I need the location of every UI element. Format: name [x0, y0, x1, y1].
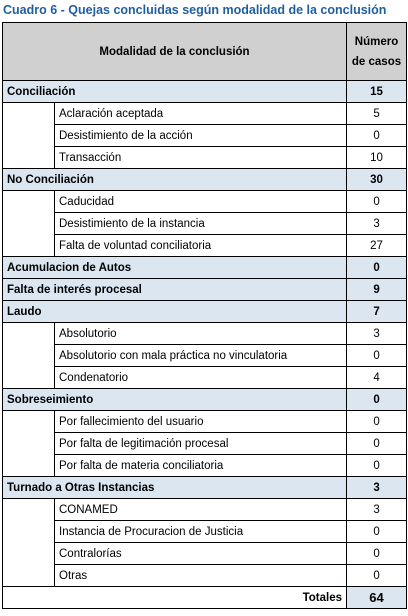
item-value: 0: [346, 124, 408, 147]
item-label: Caducidad: [53, 190, 348, 213]
indent-cell: [2, 520, 55, 543]
item-value: 0: [346, 520, 408, 543]
group-label: Acumulacion de Autos: [1, 256, 348, 279]
item-value: 0: [346, 542, 408, 565]
indent-cell: [2, 344, 55, 367]
total-row: Totales 64: [1, 586, 408, 609]
table-body: Conciliación 15 Aclaración aceptada 5 Desist…: [1, 80, 408, 609]
header-numero: Número de casos: [346, 22, 408, 81]
item-label: CONAMED: [53, 498, 348, 521]
table-row: Condenatorio 4: [2, 366, 408, 389]
group-value: 9: [346, 278, 408, 301]
indent-cell: [2, 498, 55, 521]
table-row: CONAMED 3: [2, 498, 408, 521]
table-row: Falta de voluntad conciliatoria 27: [2, 234, 408, 257]
indent-cell: [2, 234, 55, 257]
item-label: Desistimiento de la instancia: [53, 212, 348, 235]
item-value: 0: [346, 564, 408, 587]
group-row: Acumulacion de Autos 0: [1, 256, 408, 279]
item-value: 27: [346, 234, 408, 257]
group-value: 7: [346, 300, 408, 323]
indent-cell: [2, 124, 55, 147]
group-row: No Conciliación 30: [1, 168, 408, 191]
item-value: 3: [346, 498, 408, 521]
table-row: Desistimiento de la acción 0: [2, 124, 408, 147]
group-label: Falta de interés procesal: [1, 278, 348, 301]
item-label: Contralorías: [53, 542, 348, 565]
item-label: Absolutorio: [53, 322, 348, 345]
item-label: Desistimiento de la acción: [53, 124, 348, 147]
item-label: Transacción: [53, 146, 348, 169]
item-value: 0: [346, 432, 408, 455]
item-label: Por fallecimiento del usuario: [53, 410, 348, 433]
item-label: Condenatorio: [53, 366, 348, 389]
item-value: 0: [346, 344, 408, 367]
group-row: Laudo 7: [1, 300, 408, 323]
item-value: 0: [346, 190, 408, 213]
group-label: Turnado a Otras Instancias: [1, 476, 348, 499]
header-row: Modalidad de la conclusión Número de cas…: [1, 22, 408, 81]
quejas-table: Modalidad de la conclusión Número de cas…: [1, 22, 408, 609]
item-label: Falta de voluntad conciliatoria: [53, 234, 348, 257]
item-value: 0: [346, 454, 408, 477]
group-value: 15: [346, 80, 408, 103]
table-row: Absolutorio 3: [2, 322, 408, 345]
indent-cell: [2, 212, 55, 235]
group-label: No Conciliación: [1, 168, 348, 191]
group-value: 0: [346, 256, 408, 279]
table-row: Otras 0: [2, 564, 408, 587]
item-label: Absolutorio con mala práctica no vincula…: [53, 344, 348, 367]
item-label: Instancia de Procuracion de Justicia: [53, 520, 348, 543]
indent-cell: [2, 432, 55, 455]
table-title: Cuadro 6 - Quejas concluidas según modal…: [3, 3, 387, 17]
indent-cell: [2, 366, 55, 389]
item-value: 4: [346, 366, 408, 389]
total-label: Totales: [1, 586, 348, 609]
group-value: 0: [346, 388, 408, 411]
table-row: Instancia de Procuracion de Justicia 0: [2, 520, 408, 543]
item-value: 10: [346, 146, 408, 169]
group-row: Conciliación 15: [1, 80, 408, 103]
item-value: 3: [346, 212, 408, 235]
group-value: 30: [346, 168, 408, 191]
indent-cell: [2, 454, 55, 477]
table-row: Absolutorio con mala práctica no vincula…: [2, 344, 408, 367]
table-row: Por falta de legitimación procesal 0: [2, 432, 408, 455]
item-value: 3: [346, 322, 408, 345]
table-row: Contralorías 0: [2, 542, 408, 565]
item-value: 0: [346, 410, 408, 433]
group-label: Laudo: [1, 300, 348, 323]
indent-cell: [2, 410, 55, 433]
table-row: Por fallecimiento del usuario 0: [2, 410, 408, 433]
group-label: Sobreseimiento: [1, 388, 348, 411]
group-row: Falta de interés procesal 9: [1, 278, 408, 301]
indent-cell: [2, 146, 55, 169]
indent-cell: [2, 190, 55, 213]
group-row: Turnado a Otras Instancias 3: [1, 476, 408, 499]
item-label: Aclaración aceptada: [53, 102, 348, 125]
item-label: Otras: [53, 564, 348, 587]
indent-cell: [2, 542, 55, 565]
group-value: 3: [346, 476, 408, 499]
header-modalidad: Modalidad de la conclusión: [1, 22, 348, 81]
indent-cell: [2, 564, 55, 587]
table-row: Transacción 10: [2, 146, 408, 169]
table-row: Por falta de materia conciliatoria 0: [2, 454, 408, 477]
group-row: Sobreseimiento 0: [1, 388, 408, 411]
indent-cell: [2, 102, 55, 125]
table-row: Caducidad 0: [2, 190, 408, 213]
total-value: 64: [346, 586, 408, 609]
item-label: Por falta de legitimación procesal: [53, 432, 348, 455]
item-value: 5: [346, 102, 408, 125]
table-row: Desistimiento de la instancia 3: [2, 212, 408, 235]
indent-cell: [2, 322, 55, 345]
group-label: Conciliación: [1, 80, 348, 103]
table-row: Aclaración aceptada 5: [2, 102, 408, 125]
item-label: Por falta de materia conciliatoria: [53, 454, 348, 477]
